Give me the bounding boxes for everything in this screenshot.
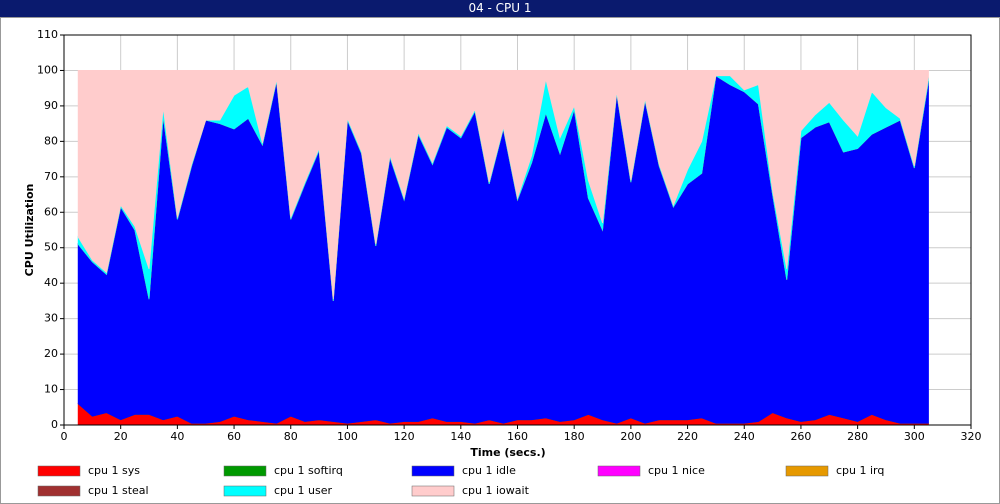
x-axis-label: Time (secs.) [470,446,545,459]
x-tick-label: 220 [677,430,698,443]
y-tick-label: 10 [44,383,58,396]
x-tick-label: 80 [284,430,298,443]
y-tick-label: 100 [37,63,58,76]
y-tick-label: 70 [44,170,58,183]
legend-swatch [223,465,267,477]
y-tick-label: 20 [44,347,58,360]
legend-label: cpu 1 sys [88,464,140,477]
legend-label: cpu 1 irq [836,464,884,477]
legend-swatch [37,465,81,477]
y-tick-label: 60 [44,205,58,218]
x-tick-label: 160 [507,430,528,443]
x-tick-label: 180 [564,430,585,443]
y-tick-label: 80 [44,134,58,147]
y-tick-label: 90 [44,99,58,112]
window-title: 04 - CPU 1 [0,0,1000,17]
legend-swatch [597,465,641,477]
legend-swatch [411,465,455,477]
x-tick-label: 60 [227,430,241,443]
x-tick-label: 100 [337,430,358,443]
y-tick-label: 30 [44,312,58,325]
y-tick-label: 50 [44,241,58,254]
legend-label: cpu 1 iowait [462,484,530,497]
x-tick-label: 300 [904,430,925,443]
plot-border [63,34,972,426]
y-tick-label: 110 [37,28,58,41]
x-tick-label: 240 [734,430,755,443]
x-tick-label: 0 [61,430,68,443]
y-tick-label: 40 [44,276,58,289]
x-tick-label: 40 [170,430,184,443]
legend-label: cpu 1 idle [462,464,516,477]
legend-swatch [37,485,81,497]
x-tick-label: 120 [394,430,415,443]
x-tick-label: 280 [847,430,868,443]
legend-label: cpu 1 user [274,484,332,497]
legend-label: cpu 1 softirq [274,464,343,477]
area [77,70,929,300]
legend-swatch [785,465,829,477]
x-tick-label: 260 [790,430,811,443]
legend-swatch [223,485,267,497]
x-tick-label: 20 [114,430,128,443]
x-tick-label: 140 [450,430,471,443]
x-tick-label: 320 [961,430,982,443]
legend-label: cpu 1 nice [648,464,705,477]
y-axis-label: CPU Utilization [23,184,36,277]
y-tick-label: 0 [51,418,58,431]
legend-swatch [411,485,455,497]
legend-label: cpu 1 steal [88,484,149,497]
x-tick-label: 200 [620,430,641,443]
